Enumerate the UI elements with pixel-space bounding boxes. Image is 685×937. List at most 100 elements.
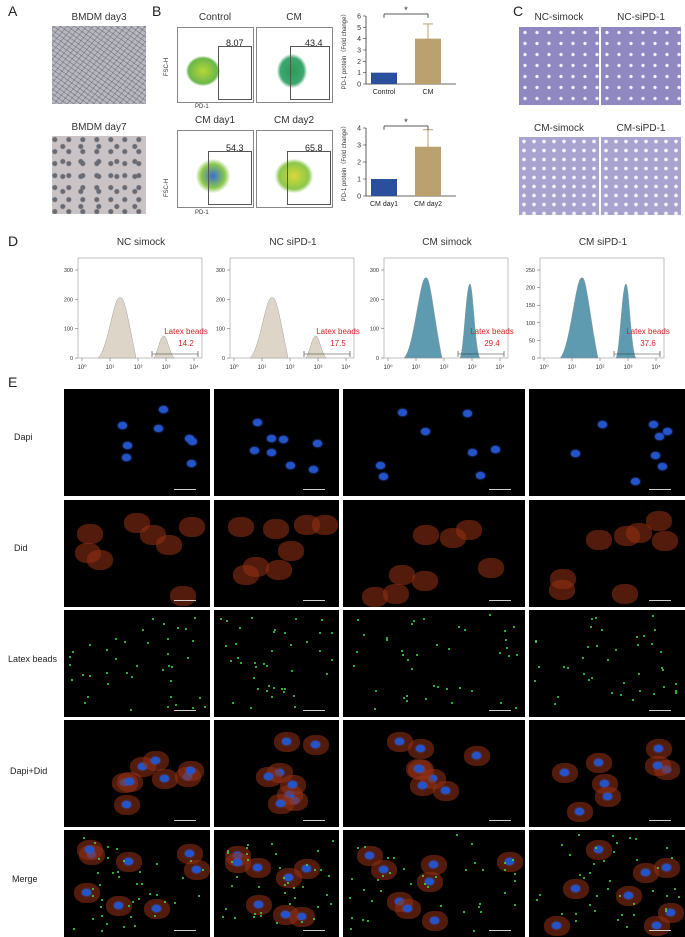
fluor-image-merge-0	[64, 830, 210, 937]
scale-bar	[649, 820, 671, 821]
hist-gate-value: 29.4	[484, 339, 500, 348]
nucleus	[124, 857, 134, 865]
nucleus	[649, 420, 659, 428]
nucleus	[184, 434, 194, 442]
latex-bead	[226, 620, 229, 623]
hist-x-tick-label: 10²	[440, 365, 449, 371]
cell-body	[477, 557, 504, 578]
latex-bead	[330, 658, 333, 661]
hist-y-tick-label: 100	[526, 321, 535, 327]
latex-bead	[348, 897, 351, 900]
latex-bead	[616, 842, 619, 845]
nucleus	[288, 780, 298, 788]
cell-body	[277, 540, 304, 561]
latex-bead	[88, 674, 91, 677]
scale-bar	[303, 489, 325, 490]
scale-bar	[489, 710, 511, 711]
nc-sipd1-image	[601, 27, 681, 105]
latex-bead	[326, 673, 329, 676]
latex-bead	[651, 889, 654, 892]
latex-bead	[505, 638, 508, 641]
cm-simock-image	[519, 137, 599, 215]
latex-bead	[432, 685, 435, 688]
hist-gate-value: 14.2	[178, 339, 194, 348]
nucleus	[279, 435, 289, 443]
nucleus	[425, 878, 435, 886]
latex-bead	[88, 643, 91, 646]
row-label-latex-beads: Latex beads	[8, 654, 58, 664]
scale-bar	[649, 600, 671, 601]
latex-bead	[677, 896, 680, 899]
nucleus	[651, 922, 661, 930]
row-label-did: Did	[14, 543, 28, 553]
latex-bead	[273, 687, 276, 690]
nucleus	[416, 744, 426, 752]
bar-y-tick-label: 2	[357, 160, 361, 167]
nucleus	[375, 461, 385, 469]
latex-bead	[589, 625, 592, 628]
fluor-image-did-3	[529, 500, 685, 607]
fluor-image-dapi-did-0	[64, 720, 210, 827]
flow-gate-cm-day2	[287, 151, 331, 205]
latex-bead	[427, 886, 430, 889]
latex-bead	[280, 687, 283, 690]
latex-bead	[595, 644, 598, 647]
latex-bead	[106, 856, 109, 859]
latex-bead	[181, 877, 184, 880]
flow-title-cm: CM	[286, 12, 302, 23]
latex-bead	[330, 902, 333, 905]
latex-bead	[245, 852, 248, 855]
hist-peak-main	[559, 277, 599, 359]
nucleus	[663, 427, 673, 435]
nucleus	[475, 472, 485, 480]
latex-bead	[272, 631, 275, 634]
fluor-image-dapi-did-1	[214, 720, 339, 827]
nucleus	[313, 440, 323, 448]
flow-title-control: Control	[198, 12, 232, 23]
nucleus	[187, 438, 197, 446]
cell-body	[625, 523, 652, 544]
latex-bead	[203, 705, 206, 708]
latex-bead	[231, 701, 234, 704]
latex-bead	[320, 869, 323, 872]
significance-star: *	[404, 6, 408, 15]
nucleus	[365, 852, 375, 860]
latex-bead	[259, 912, 262, 915]
nucleus	[118, 421, 128, 429]
cell-body	[311, 515, 338, 536]
nucleus	[378, 866, 388, 874]
latex-bead	[105, 922, 108, 925]
latex-bead	[594, 909, 597, 912]
cell-body	[611, 584, 638, 605]
latex-bead	[535, 639, 538, 642]
latex-bead	[514, 879, 517, 882]
latex-bead	[629, 836, 632, 839]
bar-y-tick-label: 0	[357, 82, 361, 89]
nucleus	[286, 462, 296, 470]
scale-bar	[489, 489, 511, 490]
latex-bead	[581, 656, 584, 659]
latex-bead	[373, 708, 376, 711]
nucleus	[309, 466, 319, 474]
latex-bead	[503, 861, 506, 864]
latex-bead	[148, 893, 151, 896]
scale-bar	[649, 489, 671, 490]
latex-bead	[588, 872, 591, 875]
latex-bead	[249, 706, 252, 709]
latex-bead	[111, 872, 114, 875]
latex-bead	[155, 894, 158, 897]
latex-bead	[199, 696, 202, 699]
nucleus	[137, 762, 147, 770]
latex-bead	[665, 909, 668, 912]
latex-bead	[236, 876, 239, 878]
bar-category-label: CM	[423, 89, 434, 96]
latex-bead	[186, 656, 189, 659]
latex-bead	[282, 690, 285, 693]
nucleus	[428, 860, 438, 868]
latex-bead	[327, 875, 330, 878]
hist-x-tick-label: 10⁰	[383, 364, 393, 371]
fluor-image-dapi-0	[64, 389, 210, 496]
latex-bead	[302, 886, 305, 889]
latex-bead	[191, 640, 194, 643]
nucleus	[297, 913, 307, 921]
